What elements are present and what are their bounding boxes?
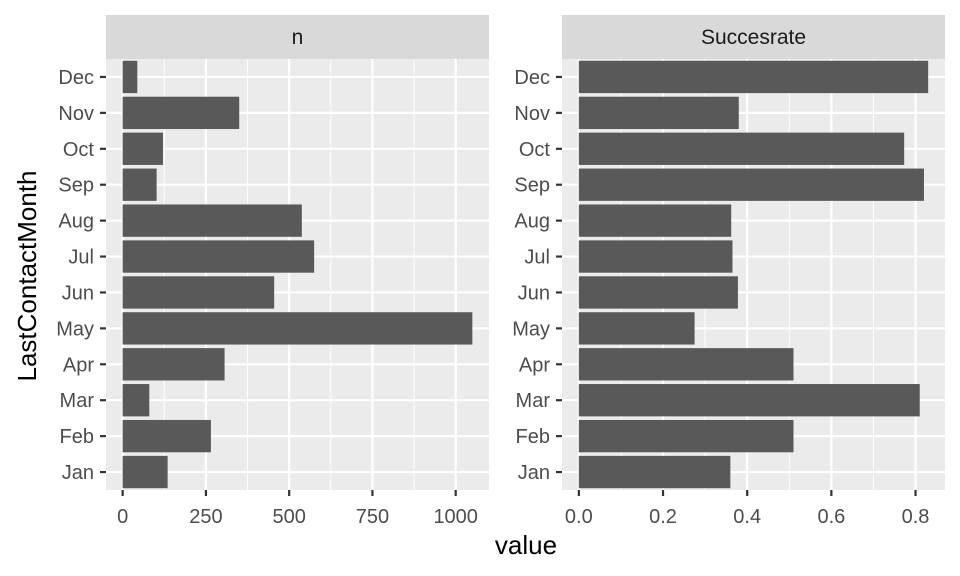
bar-dec [578, 60, 929, 94]
x-tick-label: 0.4 [733, 506, 761, 528]
y-tick-label: Feb [60, 426, 94, 448]
y-tick-label: Aug [514, 211, 550, 233]
bar-jul [122, 240, 315, 273]
bar-feb [578, 419, 794, 453]
bar-nov [122, 96, 240, 130]
y-tick-label: Jun [518, 282, 550, 304]
x-axis-title: value [495, 530, 557, 560]
y-tick-label: Jun [62, 282, 94, 304]
bar-mar [578, 384, 920, 417]
y-tick-label: Oct [63, 139, 95, 161]
y-tick-label: Sep [514, 175, 550, 197]
bar-jan [578, 455, 731, 489]
x-tick-label: 0 [117, 506, 128, 528]
y-tick-label: Mar [516, 390, 551, 412]
facet-strip [562, 15, 945, 59]
bar-apr [578, 348, 794, 381]
x-tick-label: 250 [189, 506, 222, 528]
bar-apr [122, 348, 225, 381]
bar-dec [122, 60, 138, 94]
bar-oct [578, 132, 905, 165]
bar-jun [122, 276, 275, 309]
y-tick-label: Feb [516, 426, 550, 448]
y-tick-label: May [512, 318, 550, 340]
bar-sep [578, 168, 924, 201]
bar-nov [578, 96, 739, 130]
y-tick-label: Jul [68, 247, 94, 269]
y-tick-label: Aug [58, 211, 94, 233]
y-tick-label: Jan [62, 462, 94, 484]
panel-1: Succesrate Jan Feb Mar Apr May Jun Jul Aug Sep Oct… [512, 15, 945, 528]
x-tick-label: 500 [272, 506, 305, 528]
y-tick-label: Mar [60, 390, 95, 412]
y-tick-label: Jan [518, 462, 550, 484]
y-tick-label: Nov [514, 103, 550, 125]
facet-strip-label: n [292, 26, 304, 49]
x-tick-label: 0.0 [565, 506, 593, 528]
y-tick-label: Oct [519, 139, 551, 161]
y-tick-label: May [56, 318, 94, 340]
x-tick-label: 0.2 [649, 506, 677, 528]
x-tick-label: 0.6 [817, 506, 845, 528]
x-tick-label: 1000 [433, 506, 478, 528]
x-tick-label: 0.8 [902, 506, 930, 528]
bar-jan [122, 455, 168, 489]
bar-may [122, 312, 473, 345]
x-tick-label: 750 [356, 506, 389, 528]
y-tick-label: Dec [58, 67, 94, 89]
y-tick-label: Dec [514, 67, 550, 89]
bar-sep [122, 168, 157, 201]
y-axis-title: LastContactMonth [12, 170, 42, 381]
panel-background [106, 59, 489, 490]
bar-oct [122, 132, 163, 165]
bar-mar [122, 384, 150, 417]
y-tick-label: Nov [58, 103, 94, 125]
panel-0: n Jan Feb Mar Apr May Jun Jul Aug Sep Oct Nov Dec 0 25… [56, 15, 489, 528]
y-tick-label: Apr [519, 354, 550, 376]
bar-jul [578, 240, 733, 273]
bar-feb [122, 419, 211, 453]
facet-strip [106, 15, 489, 59]
bar-may [578, 312, 695, 345]
y-tick-label: Sep [58, 175, 94, 197]
y-tick-label: Apr [63, 354, 94, 376]
y-tick-label: Jul [524, 247, 550, 269]
bar-aug [578, 204, 732, 237]
bar-jun [578, 276, 738, 309]
bar-aug [122, 204, 302, 237]
panel-background [562, 59, 945, 490]
facet-strip-label: Succesrate [701, 26, 806, 49]
